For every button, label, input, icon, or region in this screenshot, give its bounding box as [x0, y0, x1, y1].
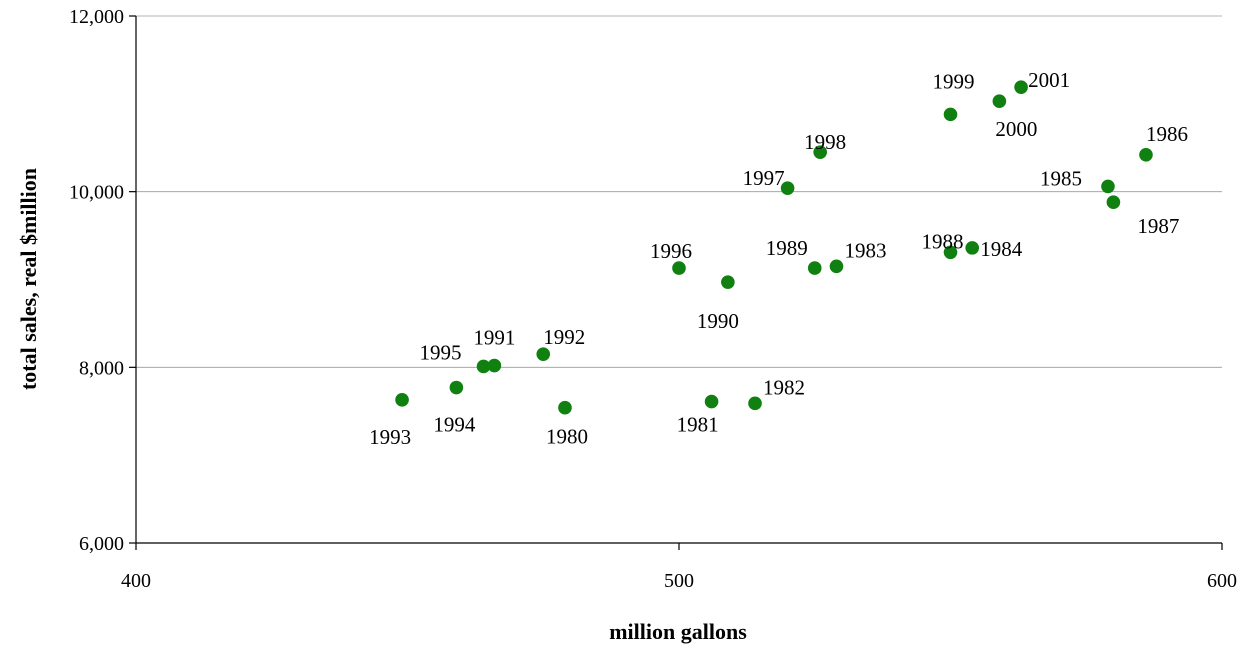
point-label-1986: 1986	[1146, 122, 1188, 146]
gridlines	[136, 15, 1222, 368]
point-label-2001: 2001	[1028, 68, 1070, 92]
data-point-1993	[395, 393, 409, 407]
point-label-1998: 1998	[804, 130, 846, 154]
data-point-1980	[558, 400, 572, 415]
axes	[135, 16, 1222, 544]
y-tick-label-6000: 6,000	[79, 533, 124, 555]
data-point-1985	[1101, 179, 1115, 194]
point-label-1995: 1995	[420, 340, 462, 364]
point-label-1989: 1989	[766, 236, 808, 260]
data-point-1983	[829, 259, 844, 274]
y-axis-title: total sales, real $million	[16, 168, 41, 390]
x-tick-label-600: 600	[1207, 570, 1237, 592]
point-label-1984: 1984	[980, 237, 1023, 261]
point-label-1990: 1990	[697, 309, 739, 333]
y-tick-label-12000: 12,000	[69, 6, 124, 28]
data-point-1992	[536, 347, 551, 361]
data-point-1981	[704, 394, 719, 409]
data-point-2000	[992, 94, 1007, 108]
x-tick-label-400: 400	[121, 570, 151, 592]
point-label-1994: 1994	[433, 413, 476, 437]
y-tick-label-8000: 8,000	[79, 357, 124, 379]
point-labels: 1980 1981 1982 1983 1984 1985 1986 1987 1988 1989…	[369, 68, 1188, 449]
data-point-1997	[780, 181, 795, 195]
point-label-2000: 2000	[995, 117, 1037, 141]
point-label-1993: 1993	[369, 425, 411, 449]
data-point-1995	[476, 359, 491, 374]
point-label-1982: 1982	[763, 375, 805, 399]
data-points	[395, 80, 1153, 415]
tick-labels: 6,000 8,000 10,000 12,000 400 500 600	[69, 6, 1237, 592]
point-label-1983: 1983	[844, 238, 886, 262]
tick-marks	[129, 15, 1223, 550]
data-point-1988	[943, 245, 958, 260]
data-point-1990	[721, 275, 735, 289]
point-label-1999: 1999	[933, 69, 975, 93]
data-point-1989	[807, 261, 822, 275]
point-label-1997: 1997	[743, 166, 785, 190]
data-point-1996	[672, 261, 686, 275]
point-label-1987: 1987	[1137, 214, 1179, 238]
data-point-1998	[813, 145, 827, 159]
data-point-1984	[965, 241, 980, 255]
point-label-1991: 1991	[473, 326, 515, 350]
data-point-1994	[449, 380, 464, 395]
data-point-1991	[487, 358, 502, 373]
data-point-1986	[1139, 147, 1153, 162]
data-point-2001	[1014, 80, 1028, 94]
x-axis-title: million gallons	[609, 619, 747, 644]
x-tick-label-500: 500	[664, 570, 694, 592]
point-label-1992: 1992	[543, 325, 585, 349]
point-label-1981: 1981	[677, 413, 719, 437]
y-tick-label-10000: 10,000	[69, 182, 124, 204]
point-label-1988: 1988	[922, 229, 964, 253]
point-label-1985: 1985	[1040, 166, 1082, 190]
point-label-1996: 1996	[650, 239, 692, 263]
data-point-1987	[1106, 195, 1121, 210]
data-point-1999	[943, 107, 958, 122]
data-point-1982	[748, 396, 762, 411]
point-label-1980: 1980	[546, 425, 588, 449]
